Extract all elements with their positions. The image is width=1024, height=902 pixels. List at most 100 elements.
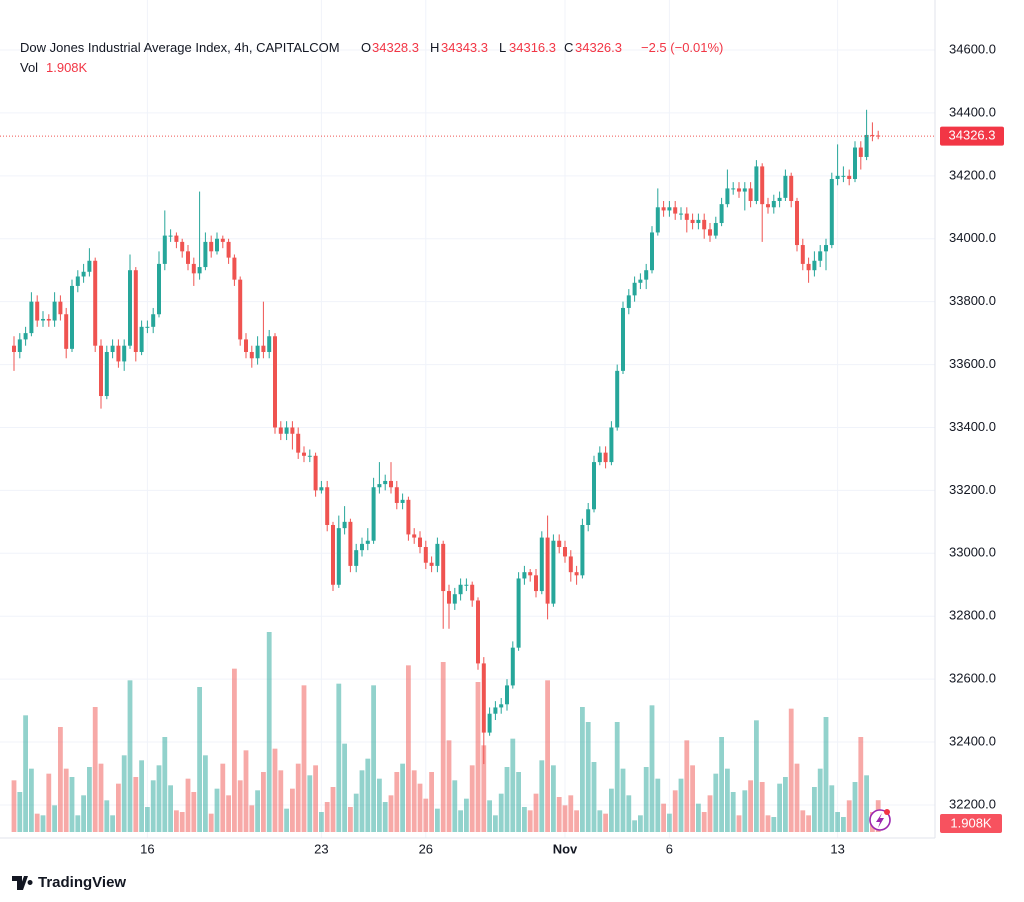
- y-tick-label: 34000.0: [949, 230, 996, 245]
- volume-bar: [75, 815, 81, 832]
- volume-bar: [116, 783, 121, 832]
- y-tick-label: 34200.0: [949, 167, 996, 182]
- volume-bar: [626, 795, 632, 832]
- candle-body: [824, 245, 828, 252]
- volume-bar: [649, 705, 655, 832]
- candle-body: [621, 307, 625, 371]
- volume-bar: [249, 805, 255, 832]
- candle-body: [87, 260, 92, 272]
- volume-bar: [104, 800, 110, 832]
- volume-bar: [684, 740, 690, 832]
- candle-body: [447, 591, 451, 604]
- volume-bar: [237, 780, 243, 832]
- candle-body: [690, 219, 695, 224]
- volume-bar: [110, 815, 115, 832]
- volume-bar: [545, 680, 550, 832]
- volume-bar: [800, 810, 806, 832]
- volume-bar: [168, 785, 173, 832]
- candle-body: [186, 251, 190, 264]
- candle-body: [800, 245, 805, 264]
- volume-bar: [400, 763, 405, 832]
- candle-body: [818, 251, 823, 261]
- volume-bar: [556, 797, 562, 832]
- candle-body: [93, 260, 98, 346]
- candle-body: [766, 204, 770, 208]
- x-tick-label: 6: [666, 841, 673, 856]
- candle-body: [713, 223, 718, 236]
- volume-bar: [214, 788, 220, 832]
- legend-volume: 1.908K: [46, 60, 88, 75]
- candle-body: [342, 521, 347, 529]
- volume-bar: [568, 795, 574, 832]
- volume-bar: [591, 762, 597, 832]
- candle-body: [365, 540, 370, 544]
- candle-body: [191, 263, 196, 274]
- volume-bar: [516, 772, 521, 832]
- volume-bar: [846, 800, 852, 832]
- candle-body: [168, 235, 173, 237]
- volume-bar: [243, 750, 249, 832]
- candle-body: [290, 427, 295, 434]
- candle-body: [847, 175, 852, 179]
- candle-body: [389, 480, 393, 488]
- candle-body: [760, 166, 765, 205]
- volume-bar: [487, 800, 492, 832]
- candle-body: [319, 487, 324, 491]
- y-tick-label: 34400.0: [949, 104, 996, 119]
- candle-body: [371, 487, 376, 541]
- candle-body: [255, 345, 260, 359]
- volume-bar: [852, 782, 858, 832]
- volume-bar: [174, 810, 179, 832]
- volume-bar: [864, 775, 869, 832]
- volume-bar: [382, 802, 388, 832]
- candle-body: [580, 524, 585, 576]
- volume-bar: [446, 740, 452, 832]
- y-tick-label: 33600.0: [949, 356, 996, 371]
- candle-body: [719, 204, 724, 224]
- candle-body: [325, 487, 330, 525]
- candle-body: [725, 188, 730, 205]
- candle-body: [673, 207, 678, 214]
- volume-bar: [139, 760, 144, 832]
- volume-bar: [469, 765, 475, 832]
- volume-bar: [133, 777, 139, 832]
- volume-bar: [226, 795, 231, 832]
- legend-change: −2.5 (−0.01%): [641, 40, 723, 55]
- candle-body: [858, 147, 863, 157]
- volume-bar: [185, 778, 191, 832]
- volume-bar: [817, 768, 823, 832]
- candle-body: [238, 279, 243, 340]
- volume-bar: [208, 813, 214, 832]
- candle-body: [35, 301, 40, 321]
- volume-bar: [841, 817, 846, 832]
- legend-open: 34328.3: [372, 40, 419, 55]
- volume-bar: [672, 790, 678, 832]
- volume-bar: [295, 763, 301, 832]
- y-tick-label: 34600.0: [949, 41, 996, 56]
- volume-bar: [371, 685, 376, 832]
- x-tick-label: Nov: [553, 841, 578, 856]
- candle-body: [197, 267, 202, 274]
- volume-bar: [342, 743, 347, 832]
- volume-bar: [266, 632, 272, 832]
- candle-body: [487, 713, 492, 733]
- candle-body: [174, 235, 179, 242]
- candle-body: [795, 201, 799, 246]
- candle-body: [551, 540, 556, 604]
- legend: Dow Jones Industrial Average Index, 4h, …: [20, 40, 723, 55]
- volume-pane: [11, 632, 881, 832]
- candle-body: [806, 263, 811, 271]
- candle-body: [586, 509, 591, 525]
- candle-body: [771, 201, 776, 208]
- brand-name: TradingView: [38, 874, 126, 891]
- volume-bar: [458, 810, 463, 832]
- volume-bar: [150, 780, 156, 832]
- candle-body: [505, 685, 509, 705]
- candle-body: [574, 572, 579, 576]
- volume-bar: [643, 767, 649, 832]
- candle-body: [249, 351, 254, 359]
- legend-key: H: [430, 40, 439, 55]
- candle-body: [458, 584, 463, 595]
- volume-bar: [377, 778, 382, 832]
